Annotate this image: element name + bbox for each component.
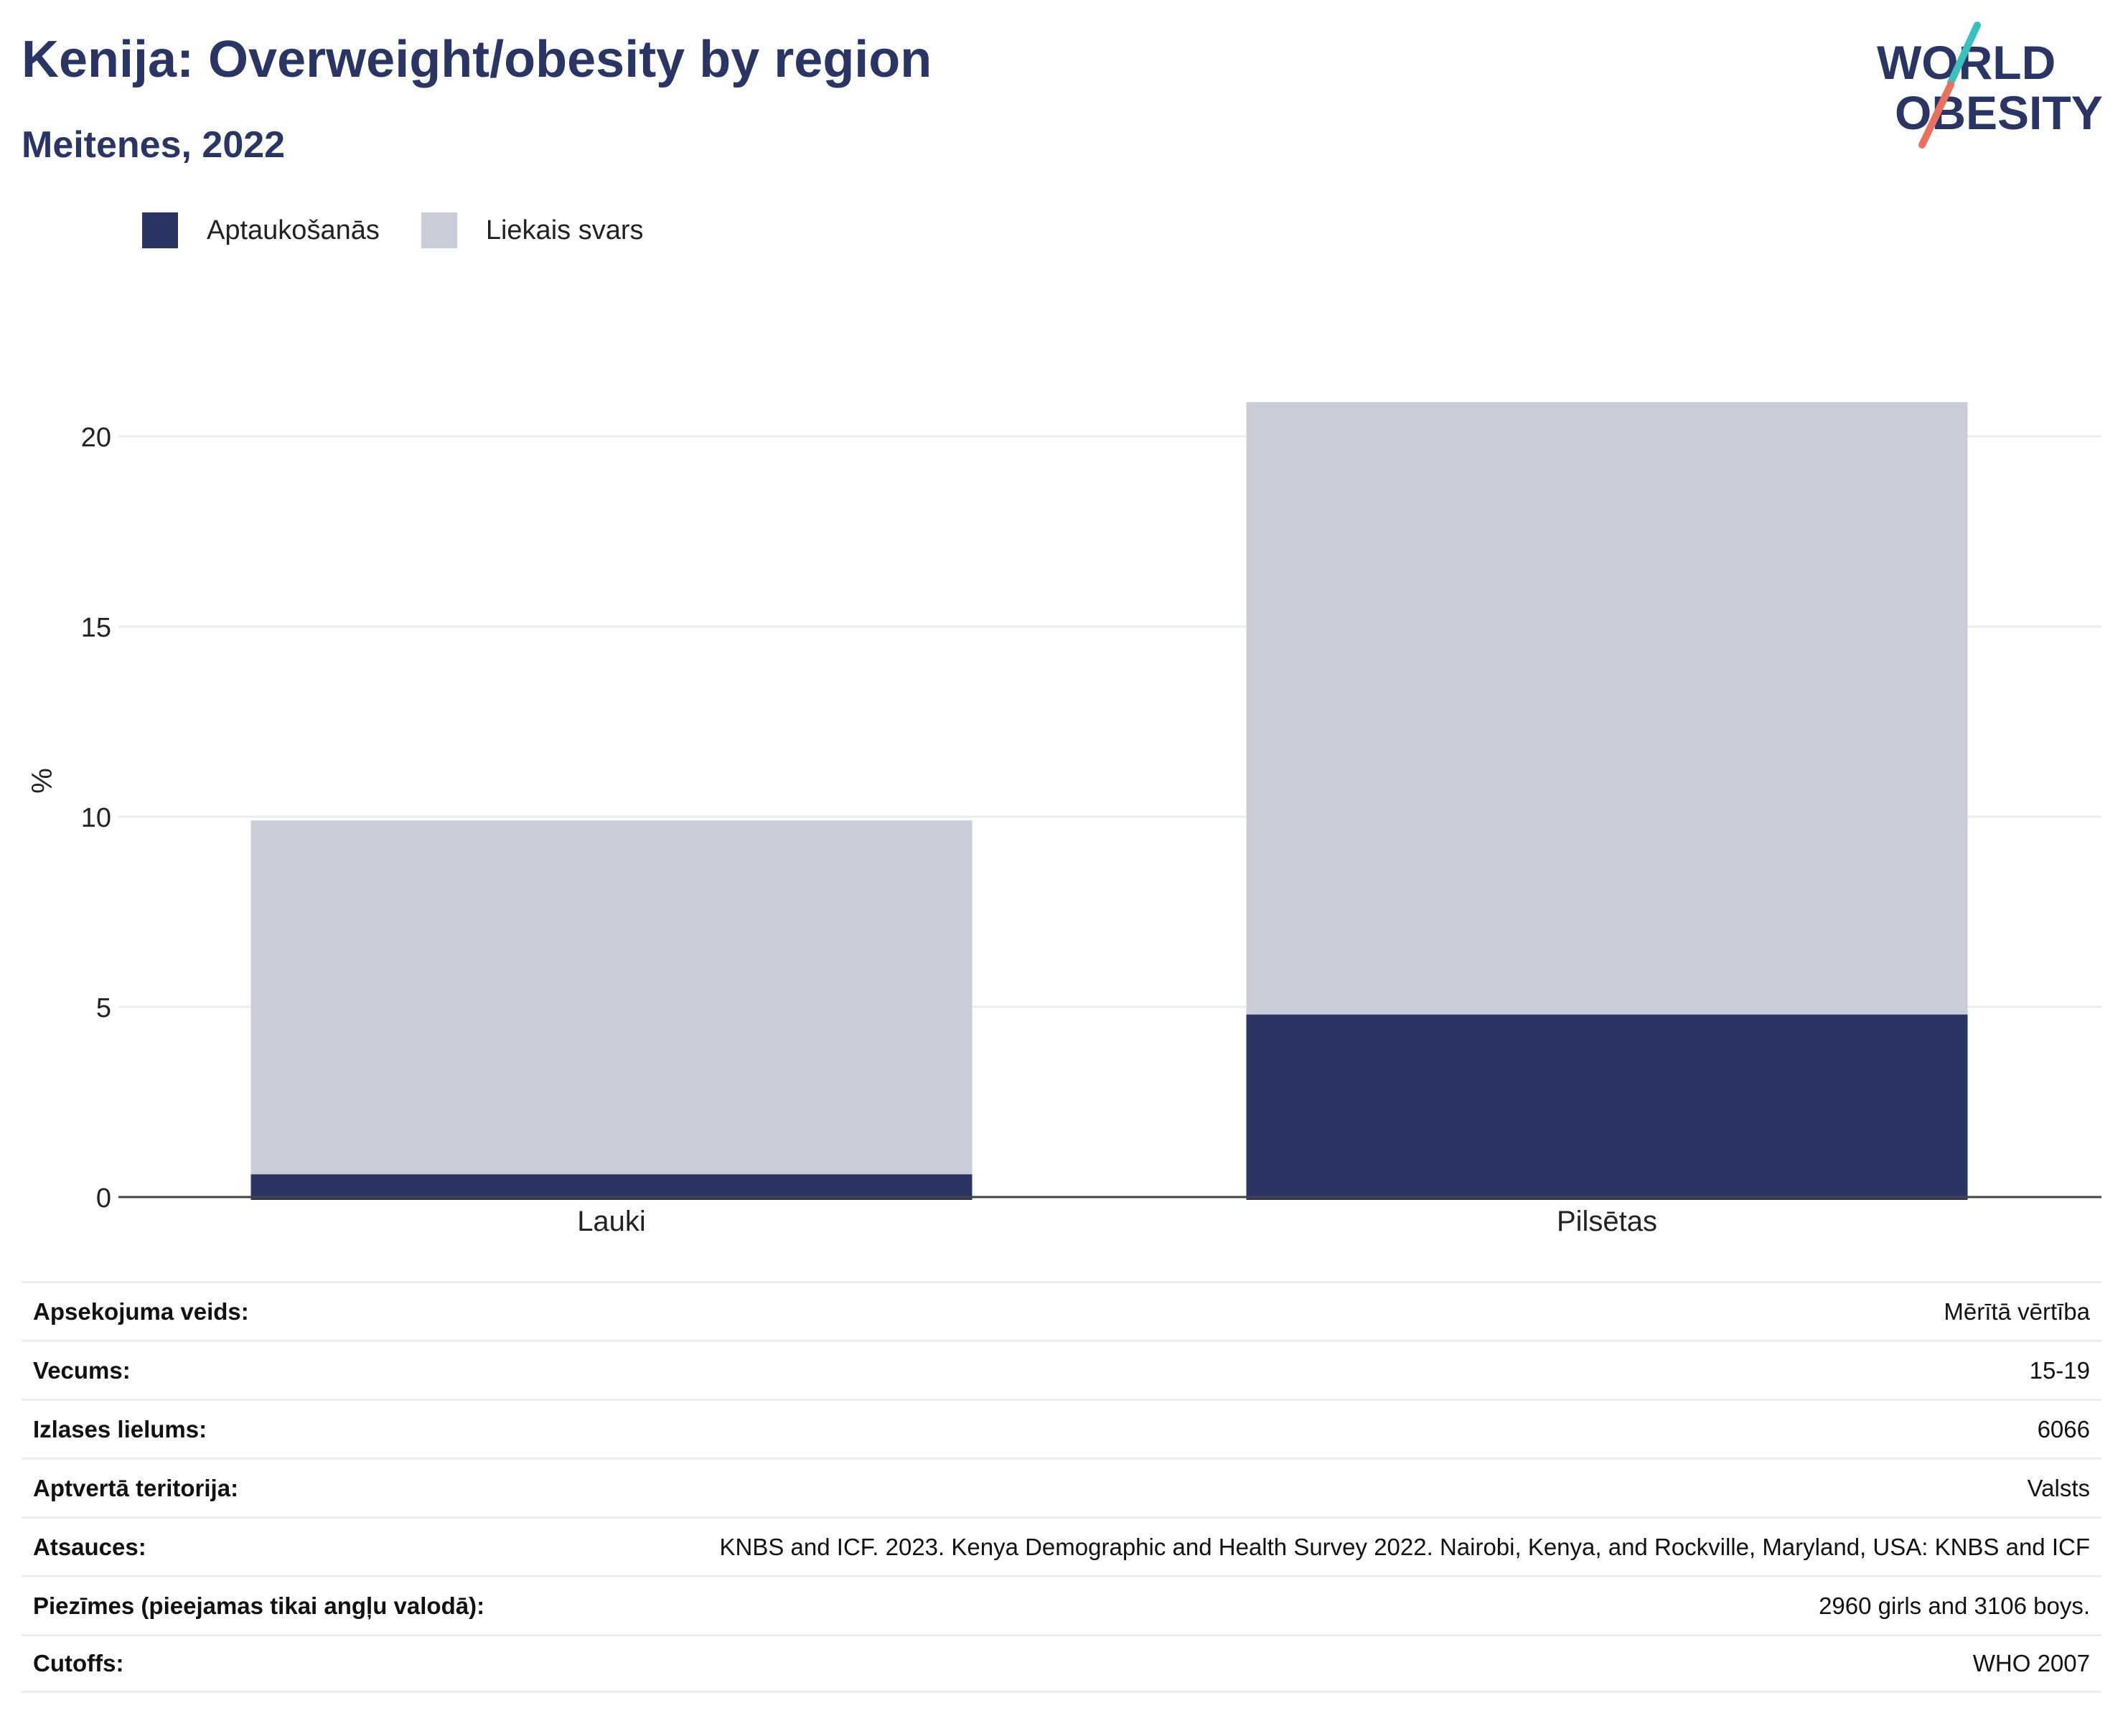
info-label: Aptvertā teritorija: [33, 1474, 239, 1501]
y-axis-label: % [27, 768, 58, 794]
info-label: Cutoffs: [33, 1650, 124, 1676]
bars [250, 402, 1968, 1200]
y-tick-label: 20 [81, 423, 111, 453]
info-label: Apsekojuma veids: [33, 1298, 249, 1325]
chart-title: Kenija: Overweight/obesity by region [22, 31, 932, 88]
legend-swatch-obesity [142, 212, 178, 248]
legend-swatch-overweight [421, 212, 457, 248]
bar-obesity-lauki [250, 1174, 973, 1200]
legend-label-overweight: Liekais svars [485, 215, 644, 245]
y-tick-label: 5 [96, 993, 111, 1023]
y-tick-label: 15 [81, 613, 111, 643]
info-label: Vecums: [33, 1356, 131, 1384]
bar-overweight-lauki [250, 820, 973, 1175]
bar-obesity-pilsetas [1246, 1014, 1968, 1200]
logo-slash-teal [1947, 22, 1981, 86]
logo-slash-red [1918, 81, 1954, 149]
info-label: Atsauces: [33, 1533, 146, 1560]
legend-item-obesity: Aptaukošanās [142, 212, 380, 248]
info-label: Izlases lielums: [33, 1415, 207, 1442]
info-label: Piezīmes (pieejamas tikai angļu valodā): [33, 1592, 485, 1619]
info-row: Vecums: 15-19 [22, 1340, 2101, 1399]
bar-overweight-pilsetas [1246, 402, 1968, 1015]
info-value: 2960 girls and 3106 boys. [1819, 1592, 2090, 1619]
info-row: Atsauces: KNBS and ICF. 2023. Kenya Demog… [22, 1516, 2101, 1575]
info-value: KNBS and ICF. 2023. Kenya Demographic an… [719, 1533, 2090, 1560]
x-tick-label: Pilsētas [1557, 1206, 1657, 1237]
info-value: 6066 [2037, 1415, 2090, 1442]
info-value: Valsts [2027, 1474, 2090, 1501]
world-obesity-logo: WORLD OBESITY [1877, 22, 2103, 149]
info-value: WHO 2007 [1972, 1650, 2090, 1676]
y-tick-label: 10 [81, 803, 111, 833]
info-value: 15-19 [2029, 1356, 2090, 1384]
y-tick-label: 0 [96, 1183, 111, 1214]
info-row: Apsekojuma veids: Mērītā vērtība [22, 1281, 2101, 1340]
info-row: Izlases lielums: 6066 [22, 1399, 2101, 1458]
legend-item-overweight: Liekais svars [421, 212, 644, 248]
chart-subtitle: Meitenes, 2022 [22, 124, 286, 166]
x-tick-label: Lauki [577, 1206, 646, 1237]
info-row: Cutoffs: WHO 2007 [22, 1634, 2101, 1693]
info-row: Piezīmes (pieejamas tikai angļu valodā):… [22, 1575, 2101, 1634]
chart-legend: Aptaukošanās Liekais svars [142, 212, 685, 248]
info-value: Mērītā vērtība [1944, 1298, 2090, 1325]
info-row: Aptvertā teritorija: Valsts [22, 1458, 2101, 1516]
axes: 0 5 10 15 20 Lauki Pilsētas [81, 423, 2101, 1237]
legend-label-obesity: Aptaukošanās [207, 215, 380, 245]
info-table: Apsekojuma veids: Mērītā vērtība Vecums: 15… [22, 1281, 2101, 1693]
bar-chart: 0 5 10 15 20 Lauki Pilsētas % [27, 402, 2101, 1237]
